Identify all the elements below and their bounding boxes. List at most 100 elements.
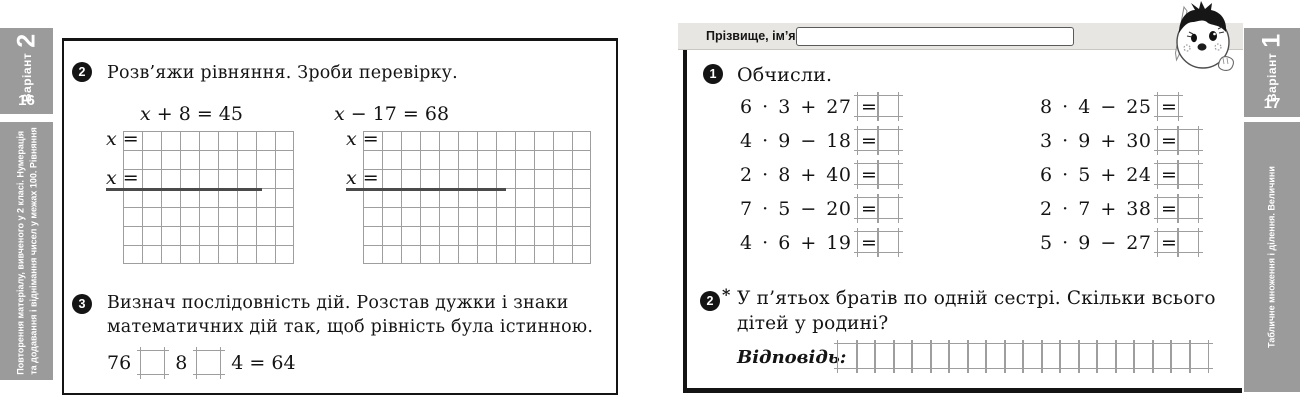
answer-cell[interactable] <box>854 194 883 223</box>
answer-cell[interactable] <box>1185 340 1213 373</box>
answer-boxes[interactable] <box>854 194 903 223</box>
answer-cell[interactable] <box>963 340 991 373</box>
answer-cell[interactable] <box>945 340 972 373</box>
right-topic-text: Табличне множення і ділення. Величини <box>1266 166 1279 348</box>
work-grid-left[interactable]: x= x= <box>106 128 294 264</box>
hand <box>1217 56 1234 71</box>
answer-boxes[interactable] <box>1154 228 1203 257</box>
x-var: x <box>346 167 363 189</box>
answer-underline <box>346 188 506 191</box>
equation-row: 2 · 8 + 40 = <box>740 160 903 190</box>
answer-cell[interactable] <box>889 340 917 373</box>
topic-line: Табличне множення і ділення. Величини <box>1266 166 1277 348</box>
answer-cell[interactable] <box>1154 194 1183 223</box>
equation-text: 4 · 9 − 18 = <box>740 130 878 152</box>
equation-text: 7 · 5 − 20 = <box>740 198 878 220</box>
answer-cell[interactable] <box>1074 340 1102 373</box>
answer-cell[interactable] <box>1000 340 1028 373</box>
answer-cell[interactable] <box>871 340 898 373</box>
answer-boxes[interactable] <box>1154 92 1183 121</box>
equation-rest: − 17 = 68 <box>344 103 450 125</box>
operator-box[interactable] <box>137 347 170 379</box>
answer-cell[interactable] <box>1154 228 1183 257</box>
answer-cell[interactable] <box>1154 160 1183 189</box>
equation-text: 6 · 5 + 24 = <box>1040 164 1178 186</box>
work-grid-right[interactable]: x= x= <box>346 128 591 264</box>
answer-boxes[interactable] <box>854 126 903 155</box>
equation-variable: x <box>334 103 345 125</box>
equation-row: 7 · 5 − 20 = <box>740 194 903 224</box>
variant-number: 1 <box>1257 33 1286 48</box>
equals-sign: = <box>122 167 145 189</box>
right-page-number: 17 <box>1263 95 1281 112</box>
variant-number: 2 <box>12 33 40 48</box>
task-number-badge: 2 <box>700 291 720 311</box>
right-variant-tab: Варіант1 17 <box>1244 28 1300 117</box>
equation-text: 3 · 9 + 30 = <box>1040 130 1178 152</box>
equation-row: 4 · 6 + 19 = <box>740 228 903 258</box>
answer-boxes[interactable] <box>1154 126 1203 155</box>
answer-cell[interactable] <box>1174 194 1203 223</box>
answer-cell[interactable] <box>1130 340 1157 373</box>
topic-line: Повторення матеріалу, вивченого у 2 клас… <box>14 130 25 375</box>
equation-text: 2 · 7 + 38 = <box>1040 198 1178 220</box>
answer-cell[interactable] <box>193 347 226 379</box>
answer-cell[interactable] <box>834 340 861 373</box>
answer-cell[interactable] <box>1174 126 1203 155</box>
task2-title: Розв’яжи рівняння. Зроби перевірку. <box>107 63 458 83</box>
task3-expression: 76 8 4 = 64 <box>107 347 296 379</box>
answer-cell[interactable] <box>908 340 935 373</box>
equation-row: 8 · 4 − 25 = <box>1040 92 1183 122</box>
answer-boxes[interactable] <box>1154 194 1203 223</box>
name-input[interactable] <box>796 27 1074 46</box>
equation-row: 6 · 3 + 27 = <box>740 92 903 122</box>
answer-cell[interactable] <box>926 340 954 373</box>
answer-cell[interactable] <box>854 126 883 155</box>
equation-row: 2 · 7 + 38 = <box>1040 194 1203 224</box>
answer-cell[interactable] <box>874 194 903 223</box>
answer-cell[interactable] <box>874 92 903 121</box>
x-equals-line: x= <box>106 128 145 150</box>
answer-cell[interactable] <box>874 126 903 155</box>
answer-cell[interactable] <box>852 340 880 373</box>
answer-boxes[interactable] <box>854 228 903 257</box>
answer-cell[interactable] <box>1167 340 1194 373</box>
answer-cell[interactable] <box>1154 126 1183 155</box>
equation-row: 6 · 5 + 24 = <box>1040 160 1203 190</box>
operator-box[interactable] <box>193 347 226 379</box>
answer-cell[interactable] <box>874 228 903 257</box>
answer-cell[interactable] <box>854 160 883 189</box>
task3-title-line1: Визнач послідовність дій. Розстав дужки … <box>107 293 569 313</box>
answer-cell[interactable] <box>1093 340 1120 373</box>
answer-cell[interactable] <box>1174 228 1203 257</box>
answer-cell[interactable] <box>982 340 1009 373</box>
left-page-number: 16 <box>18 92 35 109</box>
equation-text: 6 · 3 + 27 = <box>740 96 878 118</box>
equation-text: 8 · 4 − 25 = <box>1040 96 1178 118</box>
x-equals-line: x= <box>106 167 145 189</box>
topic-line: та додавання і віднімання чисел у межах … <box>27 127 38 375</box>
answer-boxes[interactable] <box>1154 160 1203 189</box>
answer-cell[interactable] <box>874 160 903 189</box>
answer-boxes[interactable] <box>854 160 903 189</box>
answer-cell[interactable] <box>1154 92 1183 121</box>
answer-cell[interactable] <box>854 92 883 121</box>
answer-boxes[interactable] <box>854 92 903 121</box>
answer-cell[interactable] <box>1056 340 1083 373</box>
answer-cell[interactable] <box>137 347 170 379</box>
x-var: x <box>106 128 123 150</box>
answer-cell[interactable] <box>1111 340 1139 373</box>
star-mark: * <box>722 285 731 304</box>
answer-cell[interactable] <box>854 228 883 257</box>
answer-cell[interactable] <box>1037 340 1065 373</box>
answer-cell[interactable] <box>1148 340 1176 373</box>
answer-cell[interactable] <box>1019 340 1046 373</box>
right-page-left-border <box>683 50 687 393</box>
equation-text: 4 · 6 + 19 = <box>740 232 878 254</box>
equation-row: 3 · 9 + 30 = <box>1040 126 1203 156</box>
answer-strip[interactable] <box>834 340 1213 373</box>
answer-cell[interactable] <box>1174 160 1203 189</box>
name-header-bar: Прізвище, ім’я: <box>678 23 1243 50</box>
right-variant-text: Варіант1 <box>1258 34 1287 102</box>
